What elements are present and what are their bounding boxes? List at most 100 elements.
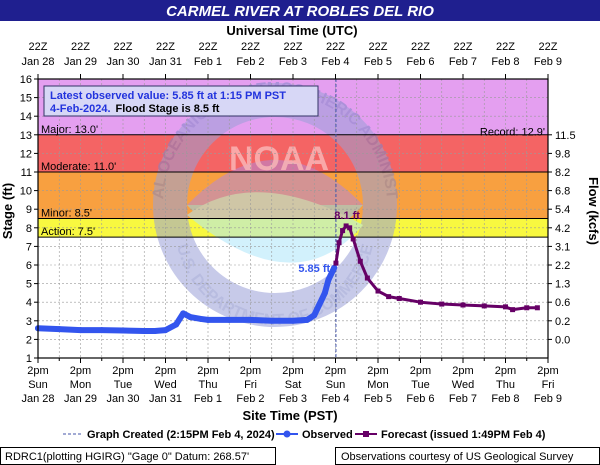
x-tick-label-date: Feb 2 bbox=[236, 393, 264, 405]
info-box-background bbox=[43, 85, 319, 117]
flow-tick-label: 3.1 bbox=[555, 241, 570, 253]
x-tick-label-weekday: Fri bbox=[542, 379, 555, 391]
x-top-label-date: Feb 7 bbox=[449, 56, 477, 68]
x-tick-label-time: 2pm bbox=[240, 365, 261, 377]
x-tick-label-weekday: Thu bbox=[496, 379, 515, 391]
legend-observed-marker bbox=[283, 430, 291, 438]
forecast-point bbox=[375, 288, 381, 294]
x-tick-label-weekday: Fri bbox=[244, 379, 257, 391]
x-tick-label-time: 2pm bbox=[410, 365, 431, 377]
forecast-point bbox=[333, 260, 339, 266]
x-tick-label-date: Feb 4 bbox=[321, 393, 349, 405]
x-top-label-date: Feb 8 bbox=[491, 56, 519, 68]
footer-right-text: Observations courtesy of US Geological S… bbox=[341, 451, 574, 463]
x-tick-label-date: Jan 29 bbox=[64, 393, 97, 405]
flood-label-action: Action: 7.5' bbox=[41, 226, 95, 238]
y-tick-label: 1 bbox=[26, 353, 32, 365]
x-tick-label-weekday: Mon bbox=[367, 379, 388, 391]
forecast-point bbox=[460, 302, 466, 308]
x-top-label-time: 22Z bbox=[326, 41, 345, 53]
x-tick-label-time: 2pm bbox=[452, 365, 473, 377]
flow-tick-label: 2.2 bbox=[555, 260, 570, 272]
observed-point bbox=[331, 264, 338, 271]
y-tick-label: 16 bbox=[20, 74, 32, 86]
observed-point bbox=[304, 316, 311, 323]
legend-graph-created-label: Graph Created (2:15PM Feb 4, 2024) bbox=[87, 429, 275, 441]
observed-point bbox=[173, 321, 180, 328]
observed-point bbox=[56, 326, 63, 333]
forecast-point bbox=[503, 304, 508, 310]
right-axis-title: Flow (kcfs) bbox=[586, 177, 600, 245]
observed-point bbox=[141, 328, 148, 335]
x-top-label-time: 22Z bbox=[284, 41, 303, 53]
observed-point bbox=[77, 327, 84, 334]
flow-tick-label: 6.8 bbox=[555, 186, 570, 198]
info-box: Latest observed value: 5.85 ft at 1:15 P… bbox=[43, 85, 319, 117]
y-tick-label: 5 bbox=[26, 279, 32, 291]
forecast-point bbox=[534, 305, 540, 311]
x-tick-label-time: 2pm bbox=[537, 365, 558, 377]
x-top-label-time: 22Z bbox=[156, 41, 175, 53]
forecast-point bbox=[386, 294, 392, 300]
y-tick-label: 15 bbox=[20, 93, 32, 105]
observed-point bbox=[205, 316, 211, 323]
forecast-point bbox=[510, 307, 516, 313]
x-top-label-time: 22Z bbox=[539, 41, 558, 53]
watermark-wave bbox=[187, 192, 363, 263]
flow-tick-label: 1.3 bbox=[555, 279, 570, 291]
info-date: 4-Feb-2024. bbox=[50, 103, 111, 115]
x-tick-label-time: 2pm bbox=[367, 365, 388, 377]
top-axis-title: Universal Time (UTC) bbox=[226, 23, 357, 38]
flow-tick-label: 0.6 bbox=[555, 297, 570, 309]
x-top-label-date: Jan 29 bbox=[64, 56, 97, 68]
legend-observed-label: Observed bbox=[302, 429, 353, 441]
x-tick-label-weekday: Sun bbox=[28, 379, 48, 391]
observed-point bbox=[325, 276, 332, 283]
observed-point bbox=[268, 317, 275, 324]
flow-tick-label: 0.0 bbox=[555, 334, 570, 346]
x-tick-label-weekday: Tue bbox=[114, 379, 133, 391]
x-top-label-time: 22Z bbox=[454, 41, 473, 53]
x-tick-label-weekday: Wed bbox=[452, 379, 474, 391]
flood-label-record: Record: 12.9' bbox=[480, 127, 545, 139]
x-top-label-time: 22Z bbox=[496, 41, 515, 53]
chart-title: CARMEL RIVER AT ROBLES DEL RIO bbox=[166, 3, 434, 20]
x-tick-label-weekday: Sat bbox=[285, 379, 302, 391]
observed-point bbox=[316, 301, 323, 308]
x-top-label-date: Feb 2 bbox=[236, 56, 264, 68]
forecast-peak-label: 8.1 ft bbox=[334, 210, 360, 222]
title-band: CARMEL RIVER AT ROBLES DEL RIO bbox=[0, 0, 600, 21]
observed-point bbox=[290, 317, 296, 324]
flood-label-major: Major: 13.0' bbox=[41, 124, 98, 136]
info-line-1: Latest observed value: 5.85 ft at 1:15 P… bbox=[50, 90, 286, 102]
x-top-label-date: Feb 9 bbox=[534, 56, 562, 68]
x-tick-label-date: Jan 28 bbox=[21, 393, 54, 405]
forecast-point bbox=[343, 223, 349, 229]
x-tick-label-time: 2pm bbox=[70, 365, 91, 377]
legend-forecast-marker bbox=[363, 431, 369, 437]
x-tick-label-date: Feb 8 bbox=[491, 393, 519, 405]
x-tick-label-date: Feb 7 bbox=[449, 393, 477, 405]
x-top-label-time: 22Z bbox=[71, 41, 90, 53]
forecast-point bbox=[481, 303, 487, 309]
observed-series bbox=[35, 264, 338, 335]
x-top-label-time: 22Z bbox=[369, 41, 388, 53]
y-tick-label: 12 bbox=[20, 148, 32, 160]
y-tick-label: 4 bbox=[26, 297, 32, 309]
flood-label-minor: Minor: 8.5' bbox=[41, 208, 92, 220]
x-top-label-date: Feb 4 bbox=[321, 56, 349, 68]
y-tick-label: 8 bbox=[26, 223, 32, 235]
x-tick-label-time: 2pm bbox=[27, 365, 48, 377]
info-line-2: 4-Feb-2024. Flood Stage is 8.5 ft bbox=[50, 103, 220, 115]
x-tick-label-weekday: Tue bbox=[411, 379, 430, 391]
y-tick-label: 3 bbox=[26, 316, 32, 328]
forecast-point bbox=[357, 258, 363, 264]
observed-point bbox=[226, 316, 233, 323]
observed-point bbox=[311, 312, 318, 319]
flow-tick-label: 8.2 bbox=[555, 167, 570, 179]
forecast-point bbox=[418, 299, 423, 305]
watermark-upper-half bbox=[187, 160, 363, 205]
x-top-label-date: Feb 3 bbox=[279, 56, 307, 68]
forecast-series bbox=[333, 223, 540, 313]
flow-tick-label: 0.2 bbox=[555, 316, 570, 328]
